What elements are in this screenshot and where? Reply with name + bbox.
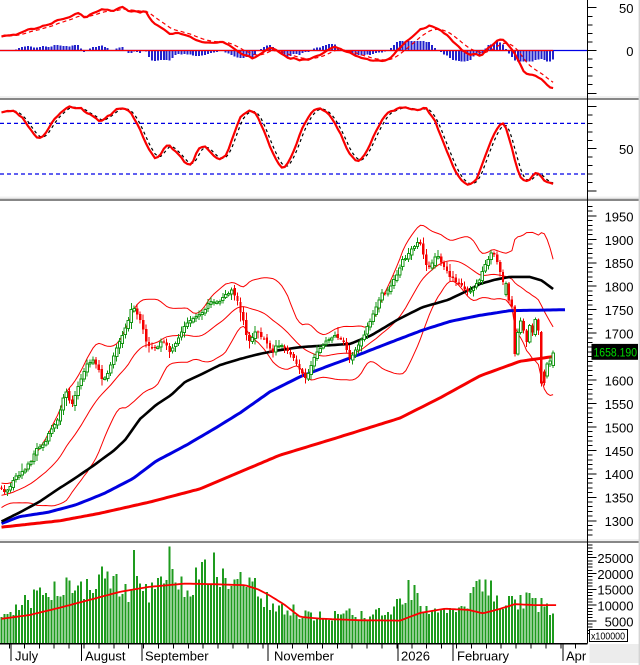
- svg-text:0: 0: [626, 44, 633, 59]
- svg-text:August: August: [85, 649, 126, 664]
- svg-text:1550: 1550: [605, 397, 634, 412]
- svg-text:20000: 20000: [597, 567, 633, 582]
- svg-text:July: July: [15, 649, 39, 664]
- svg-text:5000: 5000: [605, 614, 634, 629]
- svg-text:50: 50: [619, 1, 633, 16]
- svg-text:50: 50: [619, 142, 633, 157]
- svg-text:1600: 1600: [605, 373, 634, 388]
- svg-text:15000: 15000: [597, 583, 633, 598]
- svg-text:1450: 1450: [605, 444, 634, 459]
- svg-text:1350: 1350: [605, 491, 634, 506]
- svg-text:1900: 1900: [605, 233, 634, 248]
- svg-text:2026: 2026: [401, 649, 430, 664]
- svg-text:x100000: x100000: [591, 630, 625, 642]
- svg-text:1800: 1800: [605, 280, 634, 295]
- svg-text:1500: 1500: [605, 420, 634, 435]
- svg-text:February: February: [457, 649, 510, 664]
- svg-text:1750: 1750: [605, 303, 634, 318]
- svg-text:10000: 10000: [597, 599, 633, 614]
- svg-text:November: November: [274, 649, 335, 664]
- svg-text:1300: 1300: [605, 514, 634, 529]
- svg-text:September: September: [145, 649, 209, 664]
- svg-text:1700: 1700: [605, 327, 634, 342]
- svg-text:1950: 1950: [605, 209, 634, 224]
- svg-text:1400: 1400: [605, 467, 634, 482]
- svg-text:Apr: Apr: [566, 649, 587, 664]
- svg-text:1850: 1850: [605, 256, 634, 271]
- svg-text:25000: 25000: [597, 551, 633, 566]
- svg-text:1658.190: 1658.190: [594, 345, 638, 359]
